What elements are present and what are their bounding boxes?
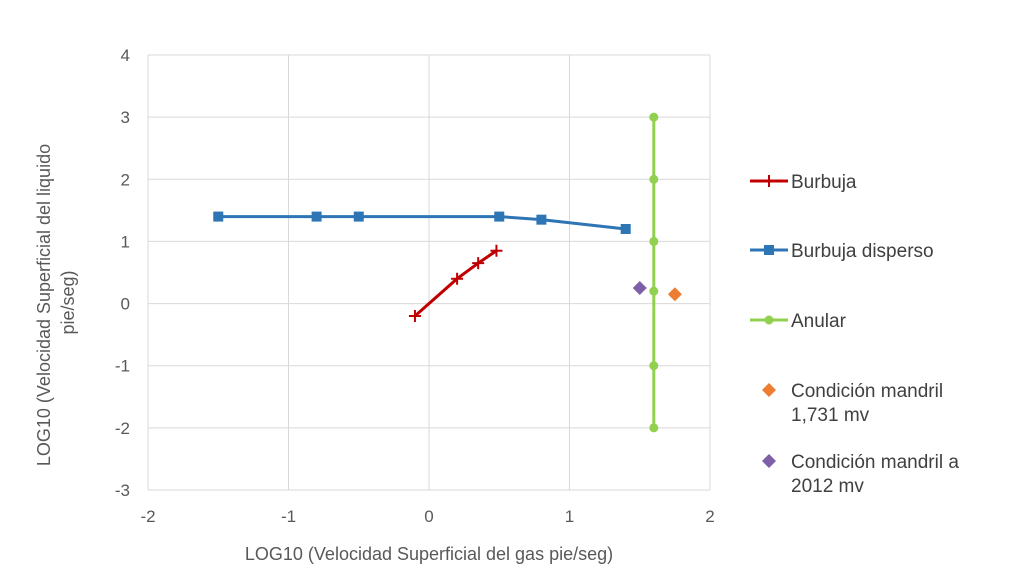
- legend-label-line: Condición mandril a: [791, 452, 959, 473]
- data-point: [213, 211, 224, 222]
- y-axis-label-line-2: pie/seg): [58, 270, 78, 334]
- y-tick-label: 0: [121, 295, 130, 314]
- data-point: [649, 361, 659, 371]
- legend-marker: [762, 383, 776, 397]
- legend-label: Condición mandril 1,731 mv: [791, 381, 943, 426]
- series-4: [632, 281, 647, 296]
- legend-label: Burbuja disperso: [791, 241, 934, 262]
- series-2: [649, 112, 659, 433]
- legend-label-line: 2012 mv: [791, 476, 864, 497]
- data-point: [649, 236, 659, 246]
- y-tick-label: 3: [121, 108, 130, 127]
- series-1: [213, 211, 631, 234]
- data-point: [649, 174, 659, 184]
- data-point: [408, 310, 421, 322]
- legend-label: Anular: [791, 311, 847, 332]
- x-axis-label: LOG10 (Velocidad Superficial del gas pie…: [245, 544, 613, 564]
- series-3: [667, 287, 682, 302]
- data-point: [490, 244, 503, 257]
- legend-marker: [764, 315, 774, 325]
- x-tick-label: -2: [140, 507, 155, 526]
- data-point: [667, 287, 682, 302]
- y-axis-label-line-1: LOG10 (Velocidad Superficial del liquido: [34, 144, 54, 466]
- x-tick-label: 2: [705, 507, 714, 526]
- y-tick-label: 4: [121, 46, 130, 65]
- y-tick-label: -2: [115, 419, 130, 438]
- x-tick-label: -1: [281, 507, 296, 526]
- series-line: [218, 215, 626, 231]
- data-point: [632, 281, 647, 296]
- y-tick-labels: 4 3 2 1 0 -1 -2 -3: [115, 46, 130, 500]
- data-point: [649, 423, 659, 433]
- y-tick-label: -3: [115, 481, 130, 500]
- legend-marker: [763, 175, 775, 187]
- y-tick-label: 2: [121, 170, 130, 189]
- legend-entry: Condición mandril a 2012 mv: [762, 452, 959, 497]
- x-tick-label: 1: [565, 507, 574, 526]
- data-point: [649, 286, 659, 296]
- legend-entry: Condición mandril 1,731 mv: [762, 381, 943, 426]
- legend-label: Burbuja: [791, 172, 857, 193]
- series-line: [413, 249, 498, 318]
- legend-entry: Anular: [750, 311, 847, 332]
- legend-marker: [762, 454, 776, 468]
- data-point: [536, 214, 547, 225]
- legend-marker: [764, 245, 774, 255]
- plot-area: [213, 112, 682, 433]
- legend-entry: Burbuja disperso: [750, 241, 934, 262]
- x-tick-label: 0: [424, 507, 433, 526]
- data-point: [451, 272, 464, 285]
- data-point: [353, 211, 364, 222]
- x-tick-labels: -2 -1 0 1 2: [140, 507, 714, 526]
- legend-label-line: Condición mandril: [791, 381, 943, 402]
- y-axis-label: LOG10 (Velocidad Superficial del liquido…: [34, 139, 78, 466]
- data-point: [620, 224, 631, 234]
- data-point: [311, 211, 322, 222]
- legend-entry: Burbuja: [750, 172, 857, 193]
- legend: Burbuja Burbuja disperso Anular Condición m…: [750, 172, 959, 497]
- data-point: [494, 211, 505, 222]
- data-point: [649, 112, 659, 122]
- gridlines: [147, 54, 711, 491]
- data-point: [472, 257, 485, 270]
- series-0: [408, 244, 503, 322]
- y-tick-label: 1: [121, 232, 130, 251]
- legend-label-line: 1,731 mv: [791, 405, 870, 426]
- y-tick-label: -1: [115, 357, 130, 376]
- legend-label: Condición mandril a 2012 mv: [791, 452, 959, 497]
